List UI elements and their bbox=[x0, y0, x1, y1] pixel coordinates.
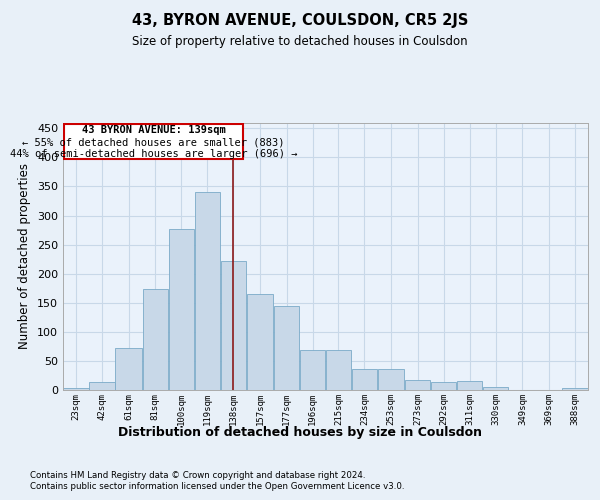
Bar bbox=[483, 386, 508, 390]
Bar bbox=[300, 350, 325, 390]
Bar bbox=[405, 380, 430, 390]
Bar bbox=[378, 369, 404, 390]
Bar bbox=[221, 262, 246, 390]
Bar bbox=[352, 369, 377, 390]
Text: 43, BYRON AVENUE, COULSDON, CR5 2JS: 43, BYRON AVENUE, COULSDON, CR5 2JS bbox=[132, 12, 468, 28]
Bar bbox=[562, 388, 587, 390]
Text: 43 BYRON AVENUE: 139sqm: 43 BYRON AVENUE: 139sqm bbox=[82, 126, 226, 136]
Bar bbox=[326, 350, 351, 390]
Text: 44% of semi-detached houses are larger (696) →: 44% of semi-detached houses are larger (… bbox=[10, 148, 298, 158]
Bar bbox=[89, 382, 115, 390]
Y-axis label: Number of detached properties: Number of detached properties bbox=[19, 163, 31, 349]
Bar bbox=[194, 192, 220, 390]
Bar bbox=[143, 289, 168, 390]
Text: Contains public sector information licensed under the Open Government Licence v3: Contains public sector information licen… bbox=[30, 482, 404, 491]
FancyBboxPatch shape bbox=[64, 124, 244, 158]
Bar bbox=[169, 229, 194, 390]
Text: Distribution of detached houses by size in Coulsdon: Distribution of detached houses by size … bbox=[118, 426, 482, 439]
Text: Contains HM Land Registry data © Crown copyright and database right 2024.: Contains HM Land Registry data © Crown c… bbox=[30, 471, 365, 480]
Bar bbox=[431, 382, 457, 390]
Text: Size of property relative to detached houses in Coulsdon: Size of property relative to detached ho… bbox=[132, 35, 468, 48]
Text: ← 55% of detached houses are smaller (883): ← 55% of detached houses are smaller (88… bbox=[22, 137, 285, 147]
Bar bbox=[274, 306, 299, 390]
Bar bbox=[115, 348, 142, 390]
Bar bbox=[247, 294, 273, 390]
Bar bbox=[457, 382, 482, 390]
Bar bbox=[64, 388, 89, 390]
